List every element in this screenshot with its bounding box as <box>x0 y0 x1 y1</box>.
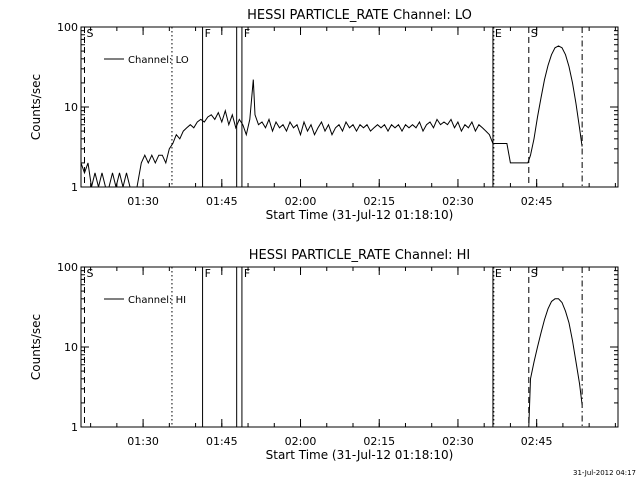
chart-title: HESSI PARTICLE_RATE Channel: LO <box>247 8 472 23</box>
event-marker-label: S <box>531 27 538 40</box>
y-tick-label: 1 <box>71 181 78 194</box>
chart-panel-lo: HESSI PARTICLE_RATE Channel: LO 1 10 100 01:… <box>29 8 619 222</box>
x-tick-label: 01:30 <box>127 435 159 448</box>
event-marker-label: S <box>86 27 93 40</box>
x-tick-label: 02:30 <box>442 195 474 208</box>
event-marker-label: F <box>205 267 211 280</box>
series-line-lo <box>80 45 583 188</box>
y-axis-label: Counts/sec <box>29 314 43 380</box>
y-tick-label: 100 <box>57 261 78 274</box>
event-marker-label: S <box>531 267 538 280</box>
y-tick-label: 10 <box>64 341 78 354</box>
y-axis-label: Counts/sec <box>29 74 43 140</box>
event-marker-label: F <box>244 267 250 280</box>
y-tick-label: 10 <box>64 101 78 114</box>
event-marker-label: F <box>205 27 211 40</box>
x-tick-label: 02:45 <box>521 435 553 448</box>
series-line-hi <box>528 298 583 428</box>
x-tick-label: 02:00 <box>285 195 317 208</box>
x-tick-label: 01:45 <box>206 435 238 448</box>
x-tick-label: 02:45 <box>521 195 553 208</box>
event-marker-label: S <box>86 267 93 280</box>
y-tick-label: 100 <box>57 21 78 34</box>
y-tick-label: 1 <box>71 421 78 434</box>
chart-panel-hi: HESSI PARTICLE_RATE Channel: HI 1 10 100 01:… <box>29 248 619 462</box>
x-tick-label: 02:15 <box>363 195 395 208</box>
x-tick-label: 02:30 <box>442 435 474 448</box>
x-axis-label: Start Time (31-Jul-12 01:18:10) <box>266 448 454 462</box>
event-marker-label: E <box>495 27 502 40</box>
plot-frame <box>80 26 619 188</box>
x-tick-label: 01:30 <box>127 195 159 208</box>
x-tick-label: 02:00 <box>285 435 317 448</box>
chart-title: HESSI PARTICLE_RATE Channel: HI <box>249 248 470 263</box>
x-tick-label: 02:15 <box>363 435 395 448</box>
x-tick-label: 01:45 <box>206 195 238 208</box>
x-axis-label: Start Time (31-Jul-12 01:18:10) <box>266 208 454 222</box>
event-marker-label: E <box>495 267 502 280</box>
legend-label: Channel: LO <box>128 55 189 66</box>
event-marker-label: F <box>244 27 250 40</box>
footer-date: 31-Jul-2012 04:17 <box>572 469 636 477</box>
legend-label: Channel: HI <box>128 295 186 306</box>
